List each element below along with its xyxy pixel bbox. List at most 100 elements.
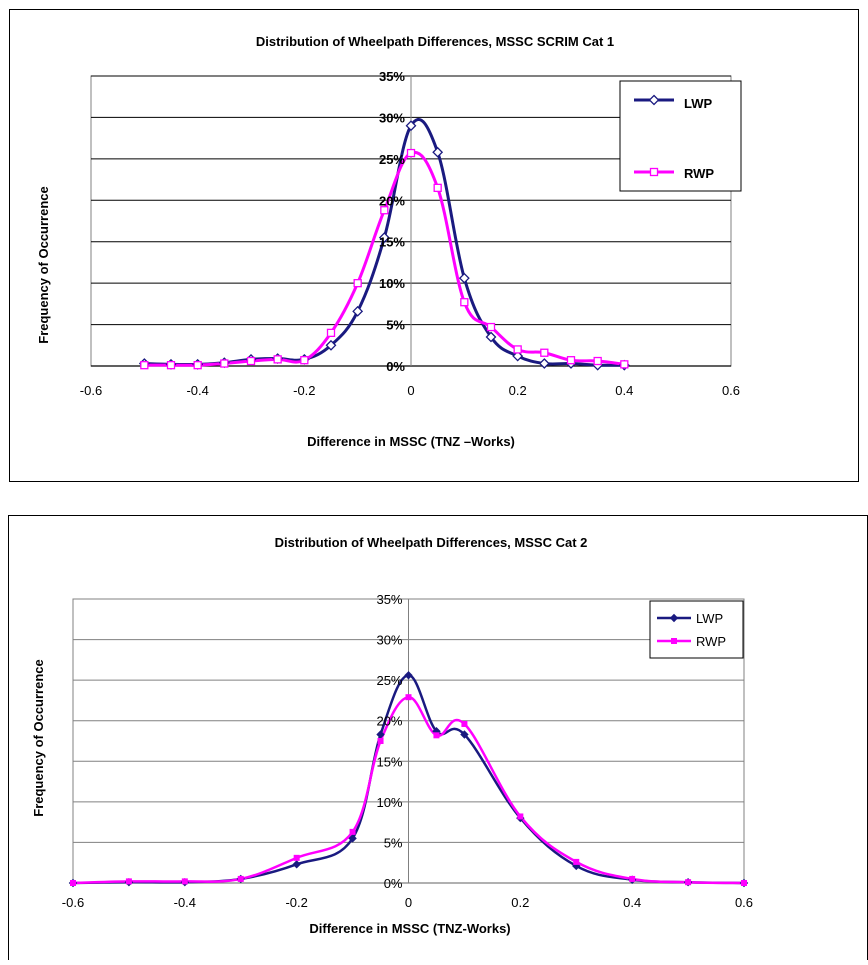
chart-1-x-tick-label: 0 (407, 383, 414, 398)
chart-2-y-tick-label: 10% (376, 795, 402, 810)
chart-1-rwp-point (406, 148, 416, 158)
chart-1-lwp-point (325, 339, 337, 351)
chart-1-title: Distribution of Wheelpath Differences, M… (256, 34, 614, 49)
chart-2-svg: Distribution of Wheelpath Differences, M… (31, 535, 753, 936)
chart-2-rwp-point (433, 732, 440, 739)
chart-1-rwp-point (540, 348, 549, 357)
chart-1-lwp-point (485, 331, 497, 343)
chart-1-lwp-point (432, 146, 444, 158)
chart-2-legend-label-rwp: RWP (696, 634, 726, 649)
chart-1-rwp-point (593, 356, 602, 366)
chart-1-rwp-point (300, 356, 309, 365)
chart-2-rwp-point (741, 880, 747, 886)
chart-2-x-tick-label: 0 (405, 895, 412, 910)
chart-1-y-tick-label: 5% (386, 318, 405, 333)
chart-2-legend-label-lwp: LWP (696, 611, 723, 626)
chart-2-y-tick-label: 15% (376, 754, 402, 769)
chart-2-y-tick-label: 30% (376, 633, 402, 648)
chart-2-rwp-point (237, 875, 244, 882)
chart-2-y-tick-label: 20% (376, 714, 402, 729)
chart-1-y-tick-label: 25% (379, 152, 405, 167)
chart-2-rwp-point (181, 878, 188, 885)
chart-2-rwp-point (461, 720, 468, 727)
chart-1-legend-marker-lwp (648, 94, 660, 106)
chart-1-rwp-point (460, 298, 469, 307)
chart-1-y-tick-label: 30% (379, 110, 405, 125)
chart-2-rwp-point (349, 828, 356, 835)
chart-2-frame: Distribution of Wheelpath Differences, M… (8, 515, 868, 960)
chart-1-lwp-point (458, 272, 470, 284)
chart-2-x-tick-label: -0.2 (285, 895, 307, 910)
chart-1-lwp-point (378, 232, 390, 243)
chart-1-x-tick-label: 0.2 (509, 383, 527, 398)
chart-2-y-tick-label: 25% (376, 673, 402, 688)
chart-1-rwp-point (166, 361, 176, 370)
chart-1-x-tick-label: -0.6 (80, 383, 102, 398)
chart-2-rwp-point (125, 878, 132, 885)
chart-2-y-tick-label: 5% (384, 835, 403, 850)
chart-1-y-tick-label: 15% (379, 235, 405, 250)
chart-2-rwp-point (70, 880, 76, 886)
chart-2-legend: LWP RWP (649, 600, 744, 659)
chart-1-series-rwp-line (144, 150, 625, 367)
chart-2-x-tick-label: 0.2 (511, 895, 529, 910)
chart-1-rwp-point (273, 355, 282, 364)
chart-1-x-tick-label: 0.6 (722, 383, 740, 398)
chart-1-lwp-point (538, 358, 550, 369)
chart-2-lwp-point (460, 730, 469, 739)
chart-2-rwp-point (517, 813, 524, 820)
chart-1-lwp-point (512, 350, 524, 362)
chart-1-x-axis-title: Difference in MSSC (TNZ –Works) (307, 434, 515, 449)
chart-1-legend: LWP RWP (619, 80, 742, 192)
chart-2-x-tick-label: 0.4 (623, 895, 641, 910)
chart-1-x-tick-label: 0.4 (615, 383, 633, 398)
chart-1-rwp-point (513, 345, 522, 354)
chart-2-y-tick-label: 35% (376, 592, 402, 607)
chart-1-x-tick-label: -0.4 (186, 383, 208, 398)
chart-1-lwp-point (352, 305, 364, 317)
chart-2-rwp-point (629, 875, 636, 882)
chart-2-rwp-point (573, 858, 580, 865)
chart-1-frame: Distribution of Wheelpath Differences, M… (9, 9, 859, 482)
chart-1-rwp-point (246, 356, 256, 366)
chart-1-rwp-point (433, 183, 442, 193)
chart-2-rwp-point (377, 738, 384, 744)
chart-1-lwp-point (405, 120, 417, 132)
chart-1-rwp-point (486, 322, 496, 332)
chart-2-legend-box (649, 600, 744, 659)
chart-2-lwp-point (348, 834, 357, 843)
chart-2-title: Distribution of Wheelpath Differences, M… (275, 535, 588, 550)
chart-2-lwp-point (404, 671, 413, 680)
chart-2-rwp-point (685, 879, 692, 886)
chart-2-rwp-point (405, 694, 412, 701)
chart-2-x-tick-label: -0.4 (174, 895, 196, 910)
chart-1-y-axis-title: Frequency of Occurrence (36, 186, 51, 344)
chart-2-legend-marker-lwp (669, 613, 679, 623)
chart-1-rwp-point (380, 206, 389, 215)
chart-2-x-tick-label: -0.6 (62, 895, 84, 910)
chart-1-rwp-point (220, 359, 229, 368)
chart-1-legend-marker-rwp (649, 167, 659, 177)
chart-2-legend-marker-rwp (671, 638, 677, 644)
chart-1-x-tick-label: -0.2 (293, 383, 315, 398)
chart-1-y-tick-label: 35% (379, 69, 405, 84)
chart-2-rwp-point (293, 854, 300, 861)
chart-1-y-tick-label: 20% (379, 193, 405, 208)
chart-1-legend-label-rwp: RWP (684, 166, 714, 181)
chart-1-rwp-point (326, 328, 336, 338)
chart-2-x-tick-label: 0.6 (735, 895, 753, 910)
chart-1-svg: Distribution of Wheelpath Differences, M… (36, 34, 742, 449)
chart-1-rwp-point (353, 278, 362, 288)
chart-1-rwp-point (566, 356, 576, 365)
chart-1-rwp-point (140, 361, 149, 370)
chart-2-y-tick-label: 0% (384, 876, 403, 891)
chart-1-rwp-point (620, 360, 629, 369)
chart-1-y-tick-label: 0% (386, 359, 405, 374)
chart-1-legend-box (619, 80, 742, 192)
chart-2-lwp-point (292, 860, 301, 869)
chart-1-rwp-point (193, 361, 202, 370)
chart-2-y-axis-title: Frequency of Occurrence (31, 659, 46, 817)
chart-2-x-axis-title: Difference in MSSC (TNZ-Works) (309, 921, 510, 936)
chart-1-y-tick-label: 10% (379, 276, 405, 291)
chart-1-legend-label-lwp: LWP (684, 96, 712, 111)
